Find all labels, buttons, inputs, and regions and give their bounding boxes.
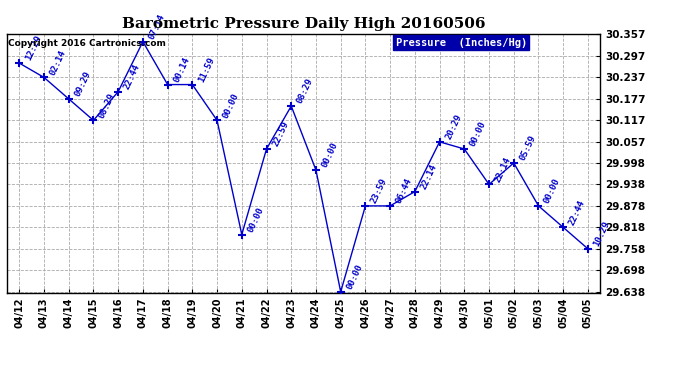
- Title: Barometric Pressure Daily High 20160506: Barometric Pressure Daily High 20160506: [122, 17, 485, 31]
- Text: 09:29: 09:29: [73, 70, 92, 98]
- Text: 08:29: 08:29: [295, 77, 315, 105]
- Text: 05:59: 05:59: [518, 134, 538, 162]
- Text: 11:59: 11:59: [197, 56, 216, 84]
- Text: 07:14: 07:14: [147, 13, 166, 41]
- Text: 08:29: 08:29: [97, 92, 117, 120]
- Text: 10:29: 10:29: [592, 220, 611, 248]
- Text: 00:00: 00:00: [320, 141, 339, 170]
- Text: Copyright 2016 Cartronics.com: Copyright 2016 Cartronics.com: [8, 39, 166, 48]
- Text: Pressure  (Inches/Hg): Pressure (Inches/Hg): [395, 38, 527, 48]
- Text: 00:00: 00:00: [469, 120, 488, 148]
- Text: 12:29: 12:29: [23, 34, 43, 62]
- Text: 22:44: 22:44: [567, 198, 587, 226]
- Text: 00:00: 00:00: [542, 177, 562, 205]
- Text: 00:14: 00:14: [172, 56, 191, 84]
- Text: 02:14: 02:14: [48, 48, 68, 76]
- Text: 22:14: 22:14: [493, 156, 513, 184]
- Text: 23:59: 23:59: [370, 177, 389, 205]
- Text: 06:44: 06:44: [394, 177, 414, 205]
- Text: 22:44: 22:44: [122, 63, 142, 91]
- Text: 00:00: 00:00: [345, 263, 364, 291]
- Text: 20:29: 20:29: [444, 113, 463, 141]
- Text: 22:14: 22:14: [419, 163, 439, 191]
- Text: 00:00: 00:00: [246, 206, 266, 234]
- Text: 22:59: 22:59: [270, 120, 290, 148]
- Text: 00:00: 00:00: [221, 92, 241, 120]
